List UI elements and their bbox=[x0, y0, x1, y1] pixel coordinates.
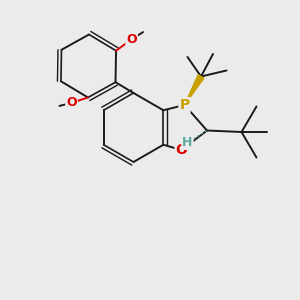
Text: O: O bbox=[176, 143, 188, 157]
Text: P: P bbox=[179, 98, 190, 112]
Polygon shape bbox=[184, 75, 204, 105]
Text: O: O bbox=[126, 33, 137, 46]
Text: O: O bbox=[66, 96, 77, 110]
Text: H: H bbox=[182, 136, 193, 149]
